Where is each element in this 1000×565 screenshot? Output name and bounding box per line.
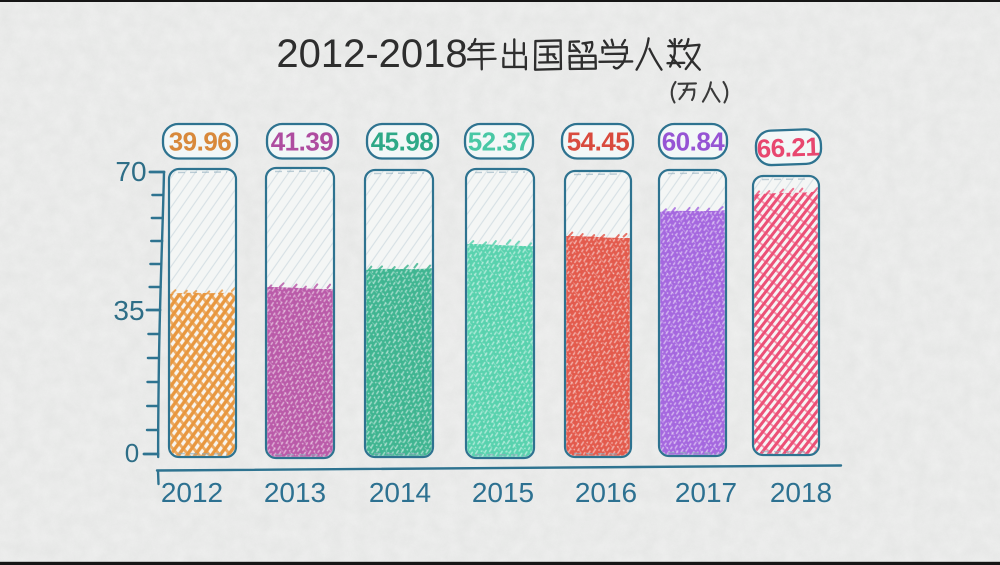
svg-text:2012-2018: 2012-2018 <box>276 32 467 76</box>
svg-text:0: 0 <box>125 438 139 468</box>
svg-text:2018: 2018 <box>770 477 832 508</box>
svg-text:2012: 2012 <box>161 477 223 508</box>
svg-text:2013: 2013 <box>264 477 326 508</box>
svg-text:2014: 2014 <box>369 477 431 508</box>
svg-text:52.37: 52.37 <box>468 127 531 157</box>
svg-text:54.45: 54.45 <box>567 127 630 157</box>
svg-text:66.21: 66.21 <box>756 131 820 163</box>
svg-text:41.39: 41.39 <box>271 127 334 157</box>
svg-text:2015: 2015 <box>472 477 534 508</box>
svg-text:2016: 2016 <box>575 477 637 508</box>
svg-text:45.98: 45.98 <box>371 127 434 157</box>
svg-text:2017: 2017 <box>675 477 737 508</box>
svg-text:35: 35 <box>113 295 144 326</box>
svg-text:70: 70 <box>115 156 146 187</box>
svg-text:60.84: 60.84 <box>662 127 726 157</box>
svg-text:39.96: 39.96 <box>169 127 232 157</box>
